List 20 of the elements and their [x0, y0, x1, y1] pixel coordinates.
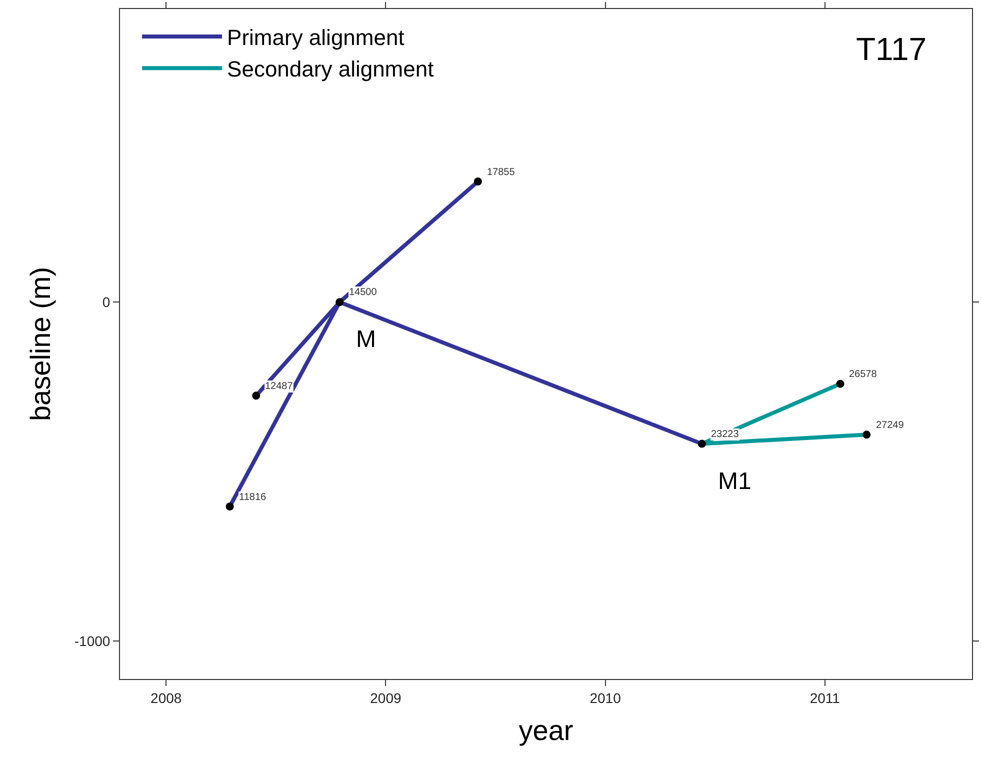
- annotation: T117: [856, 31, 927, 67]
- annotation: M: [356, 326, 376, 353]
- legend-label: Primary alignment: [227, 25, 404, 50]
- x-tick-label: 2011: [810, 690, 840, 706]
- y-tick-label: 0: [102, 294, 110, 310]
- x-tick-label: 2008: [150, 690, 182, 706]
- x-tick-label: 2009: [370, 690, 402, 706]
- y-axis-title: baseline (m): [25, 266, 56, 422]
- y-tick-label: -1000: [74, 632, 110, 649]
- x-tick-label: 2010: [590, 690, 622, 706]
- annotation: M1: [718, 468, 752, 495]
- annotation: 11816: [239, 492, 267, 503]
- annotation: 12487: [265, 381, 294, 392]
- legend-label: Secondary alignment: [227, 56, 434, 82]
- annotation: 17855: [487, 167, 516, 178]
- annotation: 27249: [876, 420, 904, 431]
- annotation: 23223: [711, 429, 740, 440]
- annotation: 14500: [349, 287, 378, 298]
- x-axis-title: year: [518, 714, 574, 746]
- annotation: 26578: [849, 369, 878, 380]
